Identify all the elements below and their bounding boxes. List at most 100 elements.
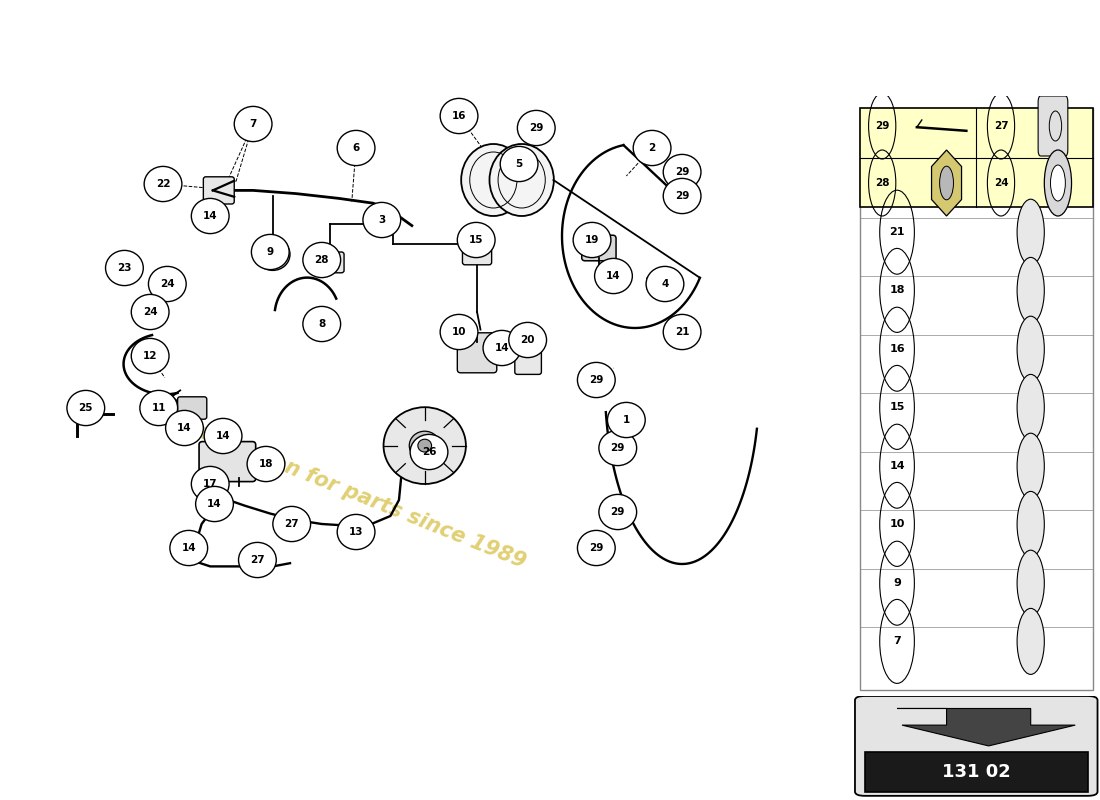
Text: 14: 14 bbox=[495, 343, 509, 353]
Text: 29: 29 bbox=[675, 167, 690, 177]
Circle shape bbox=[248, 446, 285, 482]
Circle shape bbox=[1018, 258, 1044, 323]
Text: 28: 28 bbox=[315, 255, 329, 265]
Circle shape bbox=[598, 494, 637, 530]
Circle shape bbox=[607, 402, 646, 438]
FancyBboxPatch shape bbox=[865, 752, 1088, 792]
Text: 14: 14 bbox=[207, 499, 222, 509]
Text: 4: 4 bbox=[661, 279, 669, 289]
Text: 131 02: 131 02 bbox=[942, 763, 1011, 781]
Text: 18: 18 bbox=[889, 286, 905, 295]
Text: 1: 1 bbox=[623, 415, 630, 425]
Text: 29: 29 bbox=[675, 191, 690, 201]
Text: 29: 29 bbox=[610, 507, 625, 517]
Text: 19: 19 bbox=[585, 235, 600, 245]
FancyBboxPatch shape bbox=[515, 343, 541, 374]
Text: 29: 29 bbox=[610, 443, 625, 453]
Text: 10: 10 bbox=[452, 327, 466, 337]
Circle shape bbox=[140, 390, 177, 426]
Text: 26: 26 bbox=[421, 447, 437, 457]
Circle shape bbox=[634, 130, 671, 166]
Circle shape bbox=[67, 390, 104, 426]
Circle shape bbox=[302, 306, 341, 342]
Circle shape bbox=[338, 514, 375, 550]
Circle shape bbox=[169, 530, 208, 566]
Text: 3: 3 bbox=[378, 215, 385, 225]
Text: 14: 14 bbox=[202, 211, 218, 221]
Text: 8: 8 bbox=[318, 319, 326, 329]
Text: 7: 7 bbox=[893, 637, 901, 646]
Circle shape bbox=[1018, 374, 1044, 440]
Circle shape bbox=[1018, 434, 1044, 499]
Text: 18: 18 bbox=[258, 459, 273, 469]
Circle shape bbox=[410, 434, 448, 470]
Text: 2: 2 bbox=[649, 143, 656, 153]
FancyBboxPatch shape bbox=[458, 333, 497, 373]
Text: a passion for parts since 1989: a passion for parts since 1989 bbox=[192, 420, 529, 572]
Text: 24: 24 bbox=[993, 178, 1009, 188]
FancyBboxPatch shape bbox=[462, 234, 492, 265]
Circle shape bbox=[573, 222, 610, 258]
Text: 14: 14 bbox=[889, 461, 905, 471]
Circle shape bbox=[595, 258, 632, 294]
Text: 7: 7 bbox=[250, 119, 256, 129]
Circle shape bbox=[148, 266, 186, 302]
Circle shape bbox=[418, 439, 431, 452]
Text: 29: 29 bbox=[590, 375, 604, 385]
Circle shape bbox=[363, 202, 400, 238]
Circle shape bbox=[205, 418, 242, 454]
Text: 11: 11 bbox=[152, 403, 166, 413]
Polygon shape bbox=[898, 709, 1076, 746]
Circle shape bbox=[578, 530, 615, 566]
Circle shape bbox=[252, 234, 289, 270]
Text: 27: 27 bbox=[285, 519, 299, 529]
Text: 14: 14 bbox=[606, 271, 620, 281]
Text: 27: 27 bbox=[250, 555, 265, 565]
FancyBboxPatch shape bbox=[647, 277, 666, 290]
FancyBboxPatch shape bbox=[199, 442, 255, 482]
Text: 17: 17 bbox=[202, 479, 218, 489]
Circle shape bbox=[1018, 199, 1044, 266]
Circle shape bbox=[598, 430, 637, 466]
Circle shape bbox=[509, 322, 547, 358]
Circle shape bbox=[384, 407, 466, 484]
Circle shape bbox=[144, 166, 182, 202]
Text: 10: 10 bbox=[890, 519, 904, 530]
Text: 21: 21 bbox=[675, 327, 690, 337]
Circle shape bbox=[131, 294, 169, 330]
Text: 12: 12 bbox=[143, 351, 157, 361]
Circle shape bbox=[458, 222, 495, 258]
Polygon shape bbox=[932, 150, 961, 216]
Text: 27: 27 bbox=[993, 121, 1009, 131]
Circle shape bbox=[273, 506, 310, 542]
Circle shape bbox=[191, 198, 229, 234]
Text: 16: 16 bbox=[452, 111, 466, 121]
FancyBboxPatch shape bbox=[317, 252, 344, 273]
FancyBboxPatch shape bbox=[1038, 96, 1068, 156]
FancyBboxPatch shape bbox=[204, 177, 234, 204]
Circle shape bbox=[500, 146, 538, 182]
Circle shape bbox=[440, 314, 477, 350]
Circle shape bbox=[517, 110, 556, 146]
Text: 24: 24 bbox=[143, 307, 157, 317]
Circle shape bbox=[663, 154, 701, 190]
FancyBboxPatch shape bbox=[855, 696, 1098, 796]
Text: 29: 29 bbox=[529, 123, 543, 133]
Text: 20: 20 bbox=[520, 335, 535, 345]
Circle shape bbox=[646, 266, 684, 302]
Text: 6: 6 bbox=[352, 143, 360, 153]
FancyBboxPatch shape bbox=[582, 235, 616, 261]
Circle shape bbox=[166, 410, 204, 446]
Text: 14: 14 bbox=[182, 543, 196, 553]
Ellipse shape bbox=[490, 144, 553, 216]
Text: 24: 24 bbox=[160, 279, 175, 289]
Text: 29: 29 bbox=[874, 121, 890, 131]
Text: 5: 5 bbox=[516, 159, 522, 169]
Circle shape bbox=[338, 130, 375, 166]
Text: 23: 23 bbox=[118, 263, 132, 273]
Text: 16: 16 bbox=[889, 344, 905, 354]
Ellipse shape bbox=[461, 144, 526, 216]
Circle shape bbox=[191, 466, 229, 502]
Text: 29: 29 bbox=[590, 543, 604, 553]
Circle shape bbox=[1018, 608, 1044, 674]
